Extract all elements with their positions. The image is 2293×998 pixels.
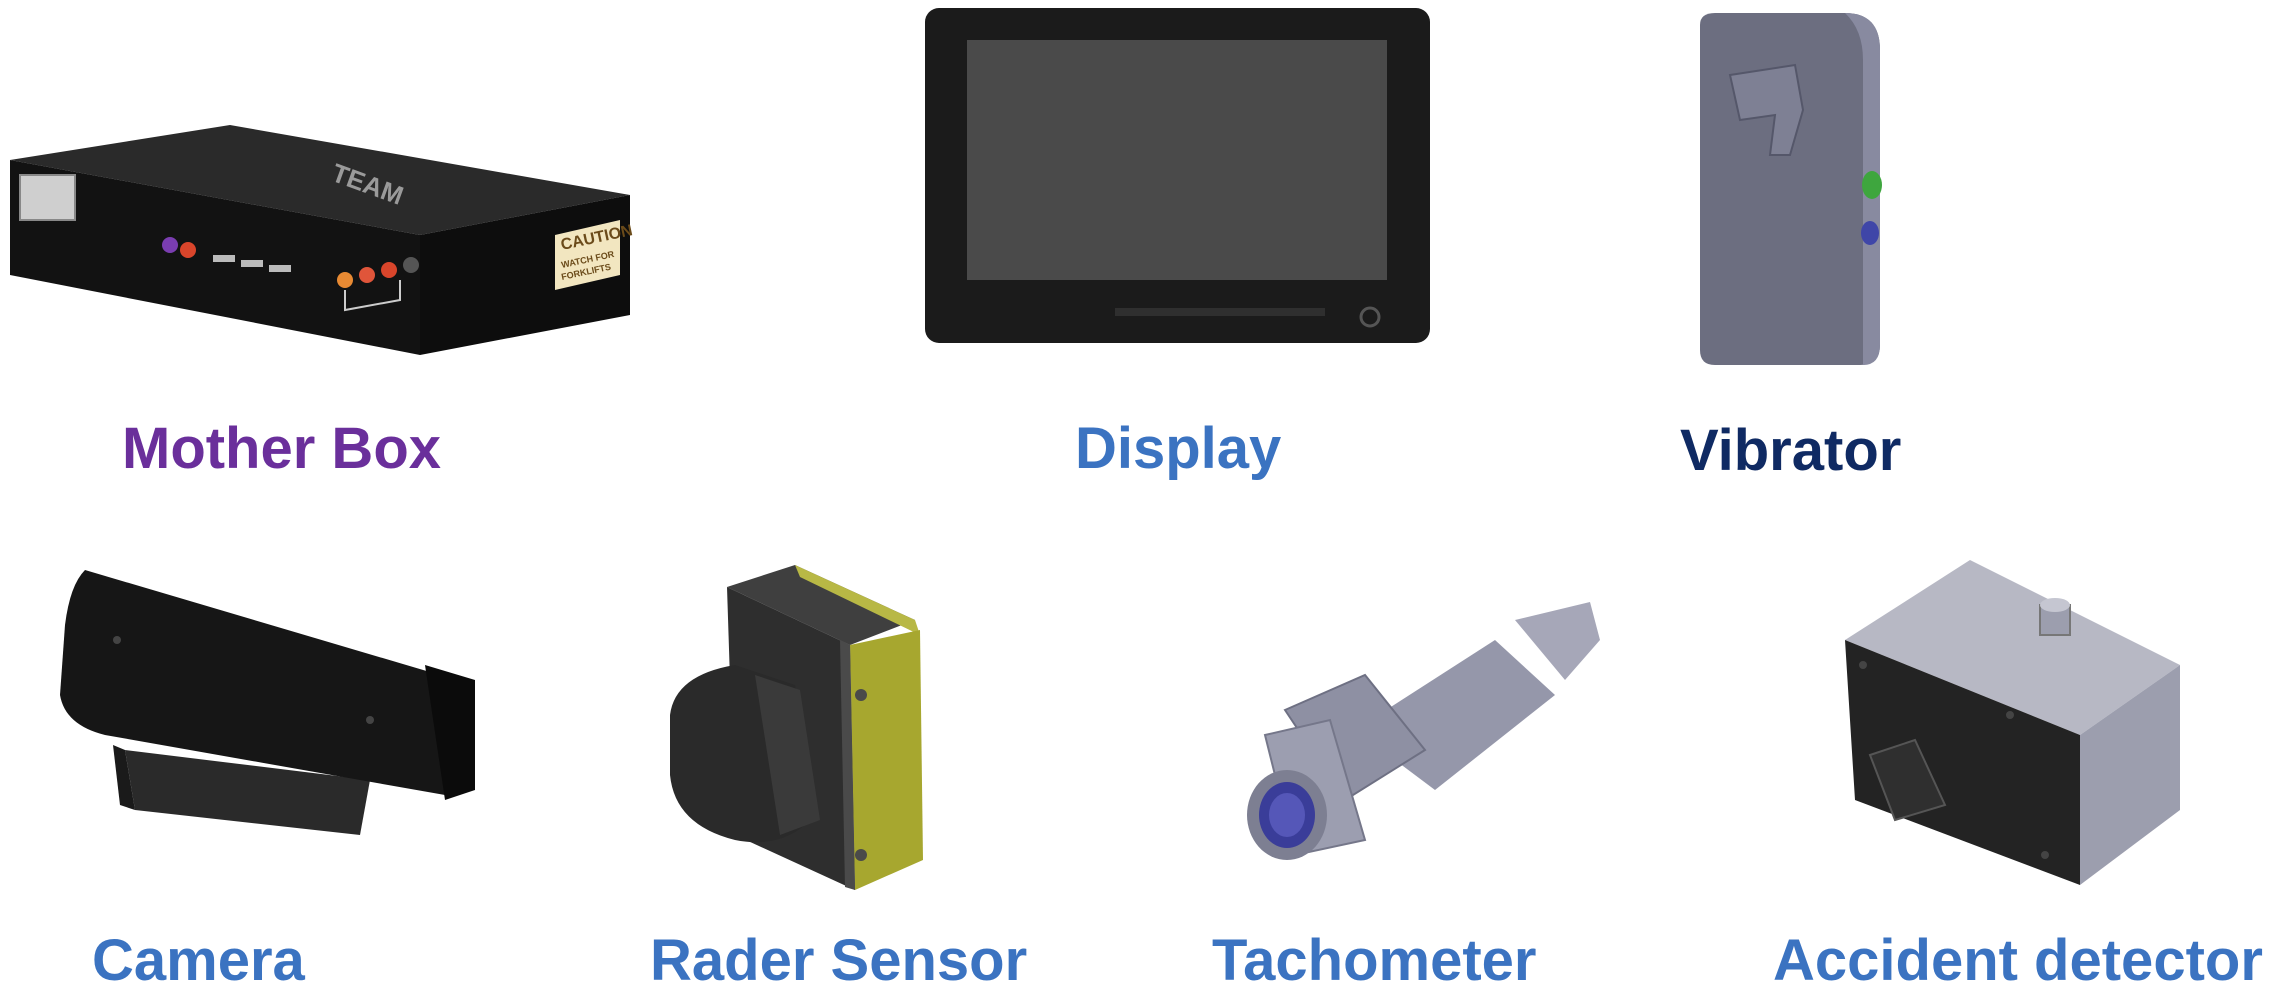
tachometer-label: Tachometer (1212, 928, 1537, 993)
mother-box-image: CAUTION WATCH FOR FORKLIFTS TEAM (10, 125, 634, 355)
vibrator-image (1700, 13, 1882, 365)
mother-box-label: Mother Box (122, 416, 441, 481)
tachometer-image (1247, 602, 1600, 860)
rader-sensor-image (670, 565, 923, 890)
vibrator-label: Vibrator (1680, 418, 1902, 483)
display-image (925, 8, 1430, 343)
accident-detector-label: Accident detector (1773, 928, 2263, 993)
camera-image (60, 570, 475, 835)
display-label: Display (1075, 416, 1282, 481)
accident-detector-image (1845, 560, 2180, 885)
camera-label: Camera (92, 928, 305, 993)
rader-sensor-label: Rader Sensor (650, 928, 1028, 993)
